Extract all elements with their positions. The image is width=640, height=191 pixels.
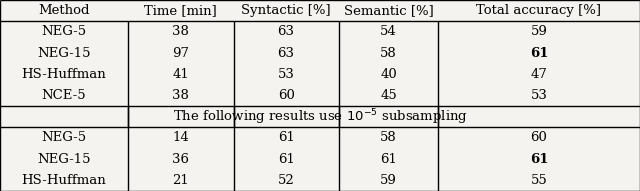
- Text: 97: 97: [172, 47, 189, 60]
- Text: 63: 63: [278, 47, 294, 60]
- Text: HS-Huffman: HS-Huffman: [22, 68, 106, 81]
- Text: 52: 52: [278, 174, 294, 187]
- Text: 53: 53: [278, 68, 294, 81]
- Text: 21: 21: [172, 174, 189, 187]
- Text: 55: 55: [531, 174, 547, 187]
- Text: 61: 61: [278, 153, 294, 166]
- Text: 63: 63: [278, 25, 294, 38]
- Text: 36: 36: [172, 153, 189, 166]
- Text: NCE-5: NCE-5: [42, 89, 86, 102]
- Text: NEG-5: NEG-5: [42, 131, 86, 144]
- Text: HS-Huffman: HS-Huffman: [22, 174, 106, 187]
- Text: 14: 14: [172, 131, 189, 144]
- Text: Time [min]: Time [min]: [144, 4, 217, 17]
- Text: NEG-15: NEG-15: [37, 47, 91, 60]
- Text: Semantic [%]: Semantic [%]: [344, 4, 433, 17]
- Text: NEG-5: NEG-5: [42, 25, 86, 38]
- Text: 38: 38: [172, 25, 189, 38]
- Text: The following results use $10^{-5}$ subsampling: The following results use $10^{-5}$ subs…: [173, 107, 467, 126]
- Text: NEG-15: NEG-15: [37, 153, 91, 166]
- Text: 61: 61: [530, 153, 548, 166]
- Text: 45: 45: [380, 89, 397, 102]
- Text: 61: 61: [530, 47, 548, 60]
- Text: 54: 54: [380, 25, 397, 38]
- Text: 59: 59: [531, 25, 547, 38]
- Text: 47: 47: [531, 68, 547, 81]
- Text: Method: Method: [38, 4, 90, 17]
- Text: 53: 53: [531, 89, 547, 102]
- Text: Total accuracy [%]: Total accuracy [%]: [476, 4, 602, 17]
- Text: 61: 61: [380, 153, 397, 166]
- Text: 59: 59: [380, 174, 397, 187]
- Text: 58: 58: [380, 47, 397, 60]
- Text: 60: 60: [531, 131, 547, 144]
- Text: 60: 60: [278, 89, 294, 102]
- Text: 61: 61: [278, 131, 294, 144]
- Text: 38: 38: [172, 89, 189, 102]
- Text: 58: 58: [380, 131, 397, 144]
- Text: Syntactic [%]: Syntactic [%]: [241, 4, 331, 17]
- Text: 40: 40: [380, 68, 397, 81]
- Text: 41: 41: [172, 68, 189, 81]
